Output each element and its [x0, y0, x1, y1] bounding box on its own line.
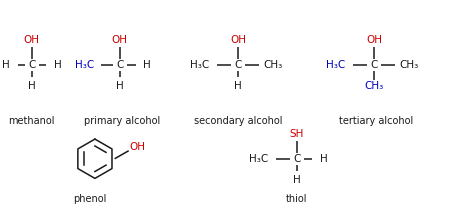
Text: OH: OH — [129, 142, 145, 152]
Text: phenol: phenol — [73, 194, 107, 204]
Text: methanol: methanol — [9, 116, 55, 126]
Text: H₃C: H₃C — [75, 60, 94, 70]
Text: CH₃: CH₃ — [400, 60, 419, 70]
Text: tertiary alcohol: tertiary alcohol — [339, 116, 413, 126]
Text: H: H — [54, 60, 61, 70]
Text: H: H — [293, 175, 301, 185]
Text: C: C — [370, 60, 378, 70]
Text: OH: OH — [24, 36, 39, 45]
Text: C: C — [116, 60, 123, 70]
Text: OH: OH — [230, 36, 246, 45]
Text: C: C — [28, 60, 35, 70]
Text: H₃C: H₃C — [326, 60, 345, 70]
Text: H₃C: H₃C — [248, 154, 268, 164]
Text: H: H — [116, 81, 124, 91]
Text: secondary alcohol: secondary alcohol — [194, 116, 283, 126]
Text: H: H — [234, 81, 242, 91]
Text: OH: OH — [366, 36, 382, 45]
Text: C: C — [234, 60, 242, 70]
Text: primary alcohol: primary alcohol — [84, 116, 160, 126]
Text: C: C — [293, 154, 301, 164]
Text: OH: OH — [112, 36, 128, 45]
Text: thiol: thiol — [286, 194, 308, 204]
Text: CH₃: CH₃ — [264, 60, 283, 70]
Text: H: H — [2, 60, 9, 70]
Text: H: H — [27, 81, 36, 91]
Text: SH: SH — [290, 129, 304, 140]
Text: H: H — [320, 154, 328, 164]
Text: H₃C: H₃C — [190, 60, 209, 70]
Text: CH₃: CH₃ — [365, 81, 384, 91]
Text: H: H — [143, 60, 151, 70]
